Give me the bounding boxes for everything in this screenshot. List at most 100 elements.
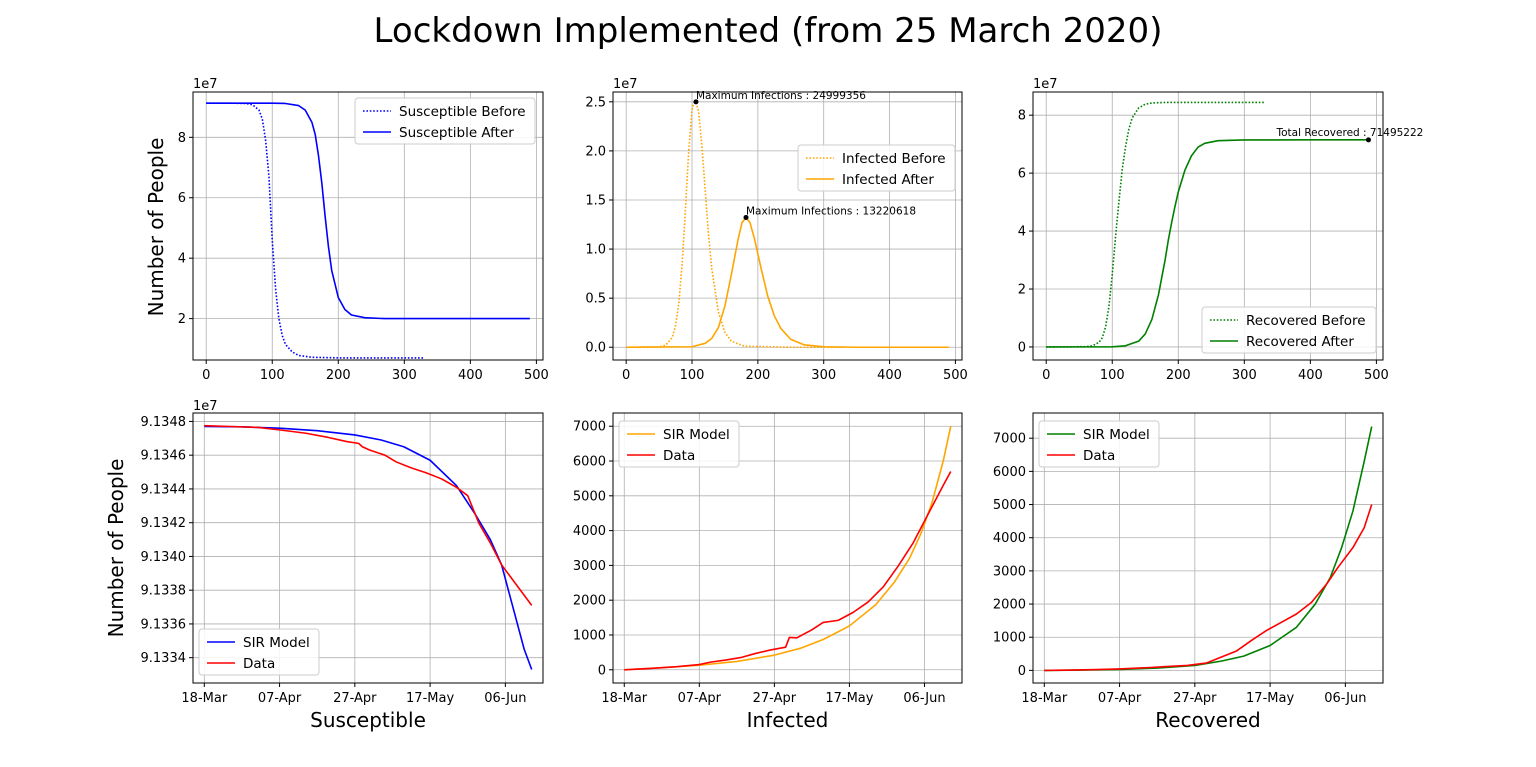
legend-label: SIR Model bbox=[1083, 427, 1150, 443]
y-tick-label: 2 bbox=[178, 312, 186, 327]
x-tick-label: 100 bbox=[1100, 368, 1125, 383]
y-tick-label: 2000 bbox=[573, 594, 606, 609]
y-tick-label: 4 bbox=[178, 252, 186, 267]
x-tick-label: 06-Jun bbox=[1324, 691, 1366, 706]
x-tick-label: 07-Apr bbox=[258, 691, 302, 706]
subplot-4: 18-Mar 07-Apr 27-Apr 17-May 06-Jun 9.1334 9.13… bbox=[141, 399, 544, 732]
legend: SIR Model Data bbox=[1038, 420, 1160, 468]
legend-label: Susceptible After bbox=[399, 125, 514, 141]
x-tick-label: 06-Jun bbox=[903, 691, 945, 706]
axis-offset-label: 1e7 bbox=[1033, 77, 1058, 92]
annotation-point bbox=[693, 99, 699, 105]
y-tick-label: 4000 bbox=[993, 531, 1026, 546]
x-tick-label: 18-Mar bbox=[1021, 691, 1067, 706]
x-tick-label: 06-Jun bbox=[484, 691, 526, 706]
x-tick-label: 200 bbox=[326, 368, 351, 383]
x-tick-label: 17-May bbox=[1246, 691, 1294, 706]
x-tick-label: 300 bbox=[1232, 368, 1257, 383]
y-tick-label: 9.1346 bbox=[141, 449, 187, 464]
series-line-recovered-before bbox=[1046, 101, 1265, 348]
y-tick-label: 1000 bbox=[993, 631, 1026, 646]
x-tick-label: 18-Mar bbox=[601, 691, 647, 706]
annotation-label: Maximum Infections : 24999356 bbox=[696, 90, 866, 102]
y-tick-label: 9.1348 bbox=[141, 415, 187, 430]
series-line-susceptible-after bbox=[206, 102, 530, 320]
y-tick-label: 8 bbox=[1018, 109, 1026, 124]
x-tick-label: 400 bbox=[458, 368, 483, 383]
y-tick-label: 0 bbox=[1018, 664, 1026, 679]
subplot-2: Maximum Infections : 24999356 Maximum Inf… bbox=[585, 77, 968, 383]
series-line-recovered-after bbox=[1046, 139, 1370, 348]
annotation-point bbox=[743, 214, 749, 220]
subplot-6: 18-Mar 07-Apr 27-Apr 17-May 06-Jun 0 1000 2000 3… bbox=[993, 412, 1384, 732]
x-tick-label: 500 bbox=[524, 368, 549, 383]
axes-frame bbox=[1032, 412, 1384, 684]
y-tick-label: 9.1340 bbox=[141, 550, 187, 565]
y-tick-label: 7000 bbox=[573, 420, 606, 435]
axes-frame bbox=[192, 91, 544, 361]
y-tick-label: 6000 bbox=[573, 455, 606, 470]
y-tick-label: 7000 bbox=[993, 432, 1026, 447]
x-tick-label: 0 bbox=[202, 368, 210, 383]
y-tick-label: 3000 bbox=[573, 559, 606, 574]
x-tick-label: 200 bbox=[745, 368, 770, 383]
y-tick-label: 9.1336 bbox=[141, 617, 187, 632]
axis-offset-label: 1e7 bbox=[193, 77, 218, 92]
annotation-label: Total Recovered : 71495222 bbox=[1275, 127, 1423, 139]
y-tick-label: 2000 bbox=[993, 598, 1026, 613]
y-tick-label: 3000 bbox=[993, 564, 1026, 579]
annotation-label: Maximum Infections : 13220618 bbox=[746, 205, 916, 217]
x-tick-label: 18-Mar bbox=[181, 691, 227, 706]
x-tick-label: 400 bbox=[1298, 368, 1323, 383]
x-tick-label: 0 bbox=[1042, 368, 1050, 383]
legend-label: Data bbox=[663, 448, 695, 464]
legend-label: SIR Model bbox=[243, 635, 310, 651]
legend-label: Recovered Before bbox=[1246, 313, 1366, 329]
y-tick-label: 0.5 bbox=[585, 292, 606, 307]
x-tick-label: 100 bbox=[680, 368, 705, 383]
y-tick-label: 4000 bbox=[573, 524, 606, 539]
x-axis-label: Susceptible bbox=[310, 708, 426, 732]
legend-label: Data bbox=[243, 656, 275, 672]
y-tick-label: 0.0 bbox=[585, 341, 606, 356]
subplot-5: 18-Mar 07-Apr 27-Apr 17-May 06-Jun 0 1000 2000 3… bbox=[573, 412, 963, 732]
legend: Infected Before Infected After bbox=[797, 144, 956, 192]
x-axis-label: Infected bbox=[747, 708, 829, 732]
x-tick-label: 17-May bbox=[406, 691, 454, 706]
y-tick-label: 9.1342 bbox=[141, 516, 187, 531]
x-tick-label: 400 bbox=[877, 368, 902, 383]
x-tick-label: 0 bbox=[622, 368, 630, 383]
series-line-data bbox=[624, 471, 952, 671]
y-tick-label: 2.5 bbox=[585, 95, 606, 110]
figure-title: Lockdown Implemented (from 25 March 2020… bbox=[374, 11, 1163, 51]
y-tick-label: 6 bbox=[178, 191, 186, 206]
legend: Recovered Before Recovered After bbox=[1201, 306, 1377, 354]
legend-frame bbox=[1201, 306, 1377, 354]
legend-label: Infected Before bbox=[842, 151, 946, 167]
series-line-infected-after bbox=[626, 216, 949, 349]
y-tick-label: 9.1338 bbox=[141, 584, 187, 599]
legend-frame bbox=[797, 144, 956, 192]
legend-label: Infected After bbox=[842, 172, 934, 188]
legend-label: Recovered After bbox=[1246, 334, 1354, 350]
y-tick-label: 6000 bbox=[993, 465, 1026, 480]
y-tick-label: 8 bbox=[178, 131, 186, 146]
x-tick-label: 07-Apr bbox=[1098, 691, 1142, 706]
x-tick-label: 17-May bbox=[825, 691, 873, 706]
series-line-sir-model bbox=[204, 425, 533, 670]
y-tick-label: 0 bbox=[598, 663, 606, 678]
annotation-point bbox=[1365, 137, 1371, 143]
x-tick-label: 27-Apr bbox=[333, 691, 377, 706]
y-tick-label: 1000 bbox=[573, 628, 606, 643]
series-line-data bbox=[204, 424, 533, 606]
axis-offset-label: 1e7 bbox=[193, 399, 218, 414]
y-tick-label: 4 bbox=[1018, 225, 1026, 240]
x-tick-label: 500 bbox=[943, 368, 968, 383]
x-axis-label: Recovered bbox=[1155, 708, 1260, 732]
y-tick-label: 5000 bbox=[573, 489, 606, 504]
y-tick-label: 2.0 bbox=[585, 144, 606, 159]
y-tick-label: 1.5 bbox=[585, 193, 606, 208]
legend: SIR Model Data bbox=[198, 628, 320, 676]
y-tick-label: 2 bbox=[1018, 283, 1026, 298]
x-tick-label: 100 bbox=[260, 368, 285, 383]
